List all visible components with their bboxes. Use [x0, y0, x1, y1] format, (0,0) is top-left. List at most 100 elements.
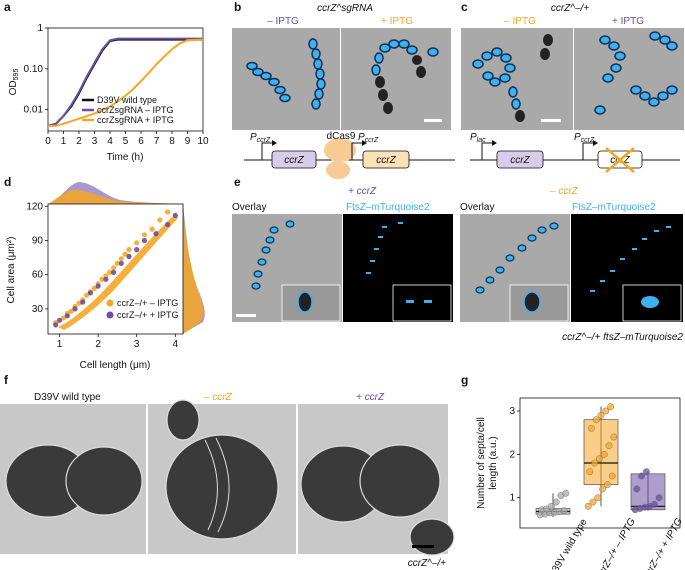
box-point: [604, 481, 611, 489]
box-point: [594, 494, 602, 502]
scatter-point: [111, 269, 117, 275]
x-tick-label: 9: [185, 136, 191, 147]
y-tick-label: 60: [32, 270, 44, 281]
cells-c-plus: [594, 31, 678, 115]
plot-frame: [47, 203, 184, 335]
legend-entry-minus: ccrZsgRNA – IPTG: [97, 105, 174, 115]
scatter-point: [60, 315, 66, 321]
e-overlay-left: Overlay: [232, 202, 266, 213]
panel-b: ccrZ^sgRNA – IPTG + IPTG: [232, 3, 455, 179]
y-axis-label-line2: length (a.u.): [488, 436, 499, 489]
chart-a-legend: D39V wild type ccrZsgRNA – IPTG ccrZsgRN…: [82, 95, 174, 125]
scatter-point: [134, 240, 140, 246]
panel-b-left-label: – IPTG: [267, 16, 299, 27]
y-tick-label: 30: [32, 304, 44, 315]
scatter-point: [134, 247, 140, 253]
scatter-point: [64, 313, 70, 319]
growth-curve-chart: 0 1 2 3 4 5 6 7 8 9 100.010.101 Time (h) OD595 D39…: [8, 23, 209, 163]
x-tick-label: 7: [154, 136, 160, 147]
scatter-point: [141, 232, 147, 238]
x-tick-label: 0: [45, 136, 51, 147]
e-overlay-right: Overlay: [460, 202, 494, 213]
x-tick-label: 1: [61, 136, 67, 147]
scatter-point: [57, 317, 63, 323]
panel-label-d: d: [4, 175, 11, 189]
panel-label-g: g: [461, 373, 468, 387]
box-point: [633, 485, 641, 493]
legend-swatch-minus: [106, 299, 114, 307]
chart-d-legend: ccrZ–/+ – IPTG ccrZ–/+ + IPTG: [106, 298, 179, 320]
scatter-point: [91, 285, 97, 291]
cells-b-plus: [371, 39, 442, 122]
scatter-point: [103, 276, 109, 282]
scale-bar: [424, 119, 442, 122]
scatter-point: [80, 299, 86, 305]
scatter-point: [149, 226, 155, 232]
x-tick-label: 1: [57, 339, 63, 350]
legend-entry-minus: ccrZ–/+ – IPTG: [117, 298, 178, 308]
scatter-point: [122, 251, 128, 257]
panel-c: ccrZ^–/+ – IPTG + IPTG: [461, 3, 684, 173]
dcas9-label: dCas9: [327, 131, 356, 142]
y-axis-label: Cell area (μm²): [6, 237, 17, 304]
x-tick-label: 3: [134, 339, 140, 350]
y-axis-label-line1: Number of septa/cell: [476, 417, 487, 509]
y-tick-label: 1: [509, 493, 515, 504]
f-strain-label: ccrZ^–/+: [408, 558, 446, 569]
scatter-point: [165, 221, 171, 228]
diagram-b: PccrZ ccrZ dCas9 PccrZ ccrZ: [244, 131, 455, 179]
gene2-box: [362, 150, 410, 169]
box-point: [602, 407, 610, 415]
panel-c-title: ccrZ^–/+: [551, 3, 589, 14]
y-tick-label: 0.10: [24, 64, 44, 75]
rings-e-right: [590, 226, 671, 292]
y-tick-label: 2: [509, 449, 515, 460]
gene-box: [496, 150, 544, 169]
cells-c-minus: [472, 34, 561, 122]
scatter-point: [153, 231, 159, 237]
e-ftsz-right: FtsZ–mTurquoise2: [572, 202, 656, 213]
x-tick-label: 6: [138, 136, 144, 147]
gene-label: ccrZ: [510, 155, 530, 166]
x-axis-label: Time (h): [107, 152, 144, 163]
box-point: [599, 485, 606, 493]
panel-c-right-label: + IPTG: [612, 16, 644, 27]
promoter-label: PccrZ: [250, 132, 271, 144]
panel-e: + ccrZ – ccrZ Overlay FtsZ–mTurquoise2 O…: [232, 186, 683, 343]
scatter-point: [95, 283, 101, 289]
panel-label-a: a: [4, 0, 11, 14]
x-tick-label: 8: [169, 136, 175, 147]
x-label-minus: ccrZ–/+ – IPTG: [594, 516, 638, 570]
x-axis-label: Cell length (μm): [80, 360, 151, 371]
box-point: [605, 442, 613, 450]
x-tick-label: 2: [76, 136, 82, 147]
f-title-minus: – ccrZ: [203, 392, 233, 403]
x-tick-label: 4: [173, 339, 179, 350]
scatter-point: [126, 253, 132, 260]
box-point: [589, 498, 597, 506]
e-left-title: + ccrZ: [348, 186, 377, 197]
panel-label-f: f: [4, 373, 9, 387]
rings-e-left: [366, 222, 403, 274]
f-title-plus: + ccrZ: [356, 392, 385, 403]
box-point: [548, 502, 555, 510]
panel-b-title: ccrZ^sgRNA: [317, 3, 373, 14]
scatter-point: [72, 306, 78, 312]
promoter2-label: PccrZ: [574, 132, 595, 144]
scatter-point: [99, 276, 105, 282]
plac-label: Plac: [470, 132, 486, 144]
box-point: [655, 494, 663, 502]
scatter-point: [165, 209, 171, 215]
panel-b-right-label: + IPTG: [381, 16, 413, 27]
scatter-point: [53, 322, 59, 328]
scatter-point: [111, 265, 117, 271]
scale-bar: [541, 119, 561, 122]
deletion-cross-icon: [605, 147, 635, 173]
panel-f: D39V wild type – ccrZ + ccrZ ccrZ^–/+: [0, 392, 455, 569]
box-point: [552, 498, 560, 506]
scale-bar: [412, 545, 434, 548]
cells-e-right: [475, 222, 559, 294]
micrograph-c-plus: [574, 28, 684, 130]
scatter-point: [141, 237, 147, 244]
scale-bar: [236, 314, 256, 317]
